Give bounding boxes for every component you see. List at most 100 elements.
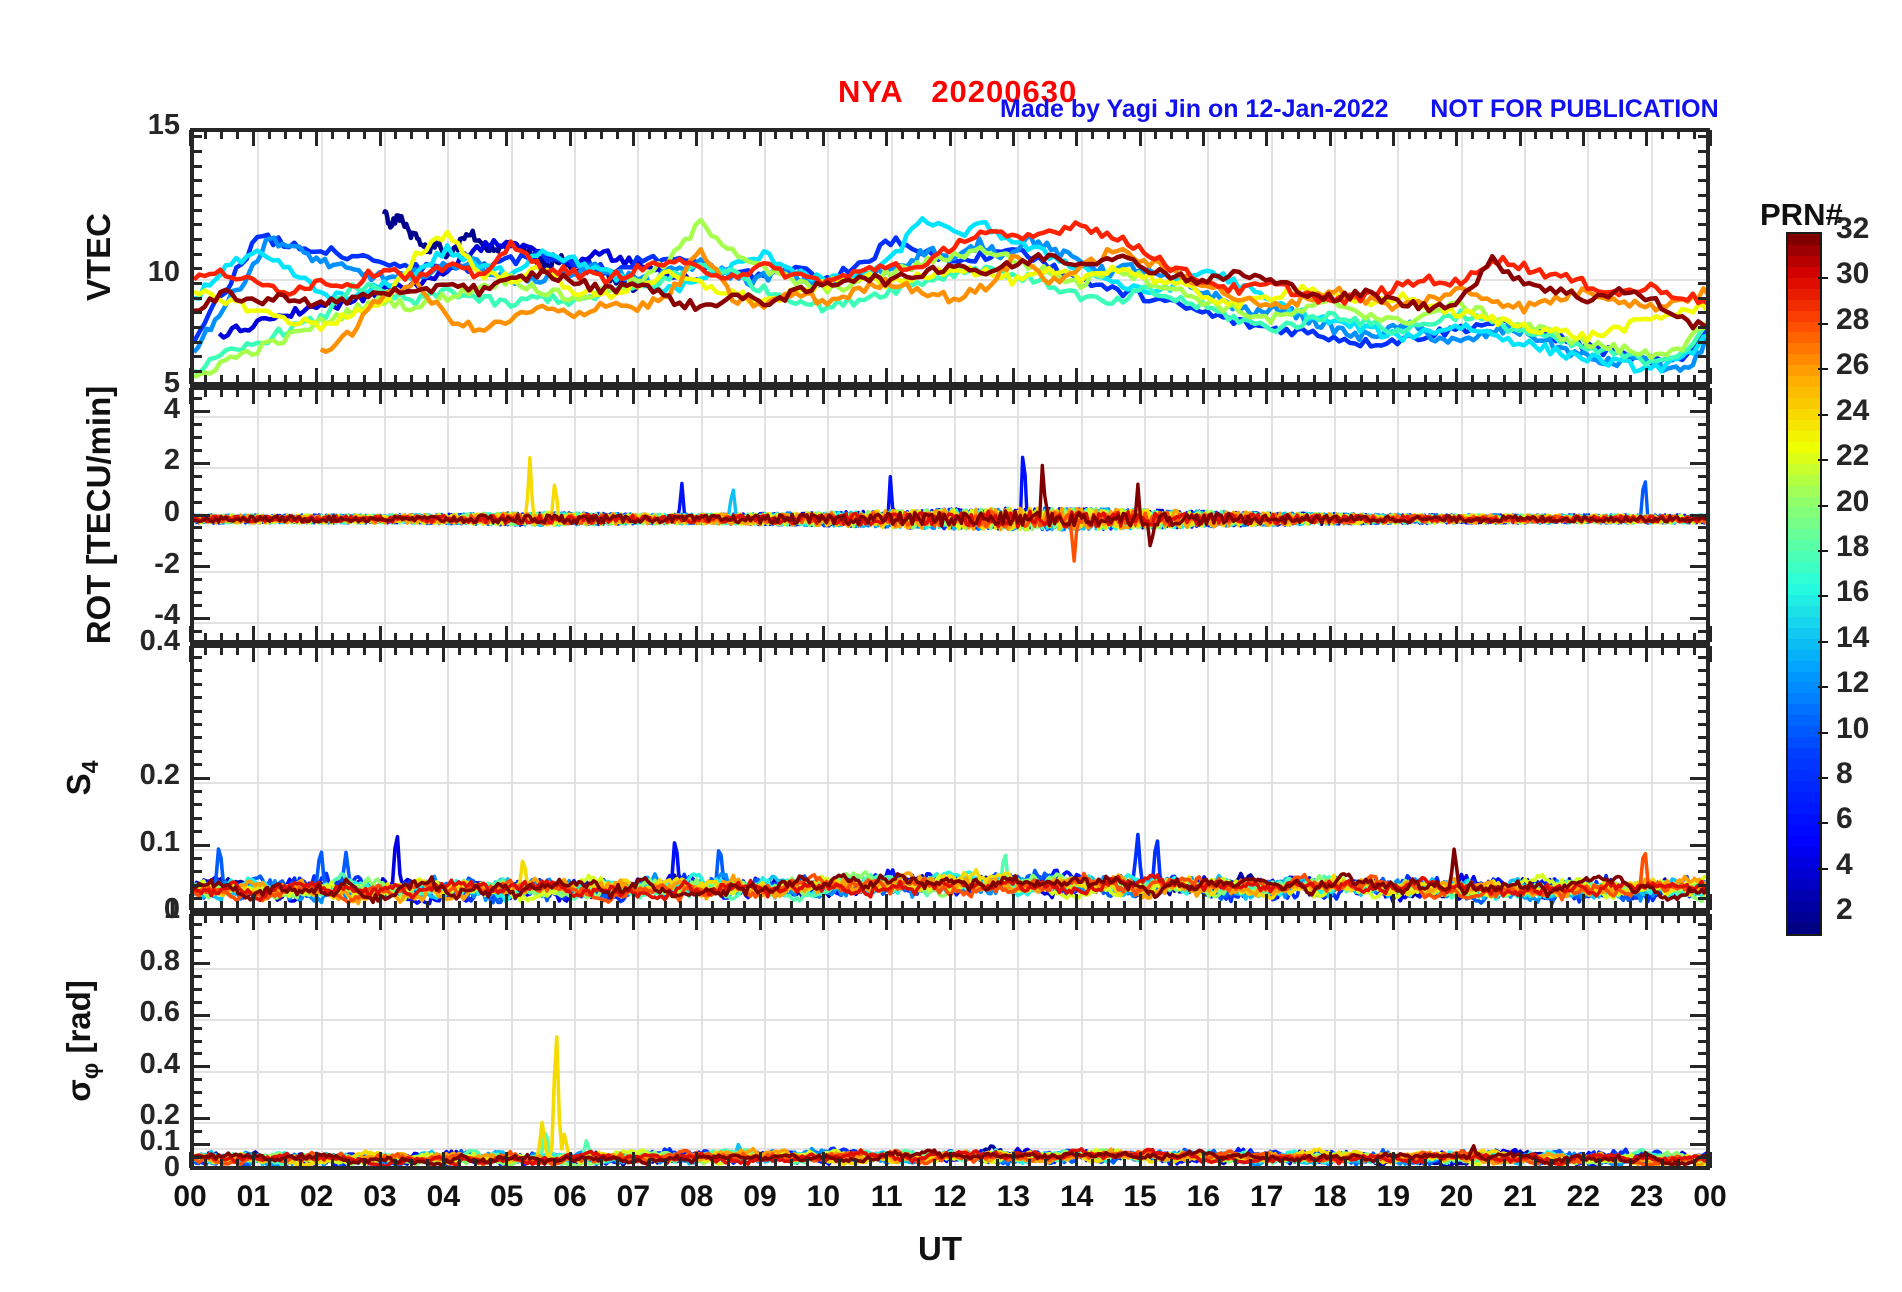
xtick-minor: [1407, 914, 1411, 923]
xtick-minor: [1597, 901, 1601, 910]
xtick-major: [948, 1152, 952, 1168]
xtick-minor: [742, 130, 746, 139]
ytick-minor: [192, 987, 202, 991]
ytick-minor: [1698, 1078, 1708, 1082]
xtick-minor: [663, 375, 667, 384]
xtick-minor: [901, 388, 904, 397]
xtick-minor: [1692, 646, 1696, 655]
gridline-vertical: [827, 132, 830, 382]
gridline-vertical: [1397, 648, 1400, 908]
xtick-minor: [1186, 130, 1189, 139]
xtick-minor: [584, 646, 588, 655]
xtick-minor: [457, 646, 461, 655]
xtick-minor: [1486, 375, 1490, 384]
xtick-minor: [1249, 646, 1253, 655]
xtick-major: [1708, 626, 1712, 642]
xtick-major: [1518, 646, 1522, 662]
xtick-minor: [283, 388, 287, 397]
xtick-minor: [457, 130, 461, 139]
x-tick-label: 17: [1249, 1180, 1284, 1213]
xtick-minor: [663, 130, 667, 139]
xtick-minor: [394, 901, 398, 910]
gridline-vertical: [890, 648, 893, 908]
ytick-minor: [1698, 436, 1708, 440]
xtick-major: [1708, 130, 1712, 146]
ytick-major: [192, 1065, 210, 1069]
xtick-minor: [980, 375, 984, 384]
xtick-minor: [853, 633, 857, 642]
xtick-minor: [521, 130, 524, 139]
xtick-minor: [600, 914, 604, 923]
colorbar-tick-label: 12: [1836, 666, 1870, 700]
xtick-minor: [457, 914, 461, 923]
xtick-major: [315, 646, 319, 662]
xtick-minor: [394, 646, 398, 655]
xtick-major: [315, 894, 319, 910]
vtec-trace-prn-20: [194, 229, 1706, 344]
xtick-minor: [1676, 646, 1680, 655]
xtick-minor: [916, 646, 920, 655]
xtick-minor: [299, 901, 303, 910]
panel4-trace-prn-24: [194, 1035, 1706, 1166]
ytick-minor: [1698, 340, 1708, 344]
xtick-minor: [806, 646, 809, 655]
xtick-minor: [1312, 388, 1316, 397]
y-tick-label: 0.4: [139, 625, 180, 657]
colorbar-segment: [1788, 789, 1820, 803]
xtick-minor: [521, 1159, 524, 1168]
xtick-minor: [1312, 375, 1316, 384]
ytick-minor: [192, 696, 202, 700]
colorbar-segment: [1788, 581, 1820, 595]
x-tick-label: 10: [806, 1180, 841, 1213]
xtick-major: [1075, 626, 1079, 642]
xtick-major: [1011, 914, 1015, 930]
gridline-vertical: [700, 916, 703, 1166]
xtick-major: [758, 1152, 762, 1168]
ytick-minor: [192, 816, 202, 820]
xtick-major: [1391, 1152, 1395, 1168]
xtick-minor: [521, 901, 524, 910]
y-tick-label: 10: [147, 255, 180, 288]
xtick-minor: [410, 901, 414, 910]
xtick-minor: [837, 914, 841, 923]
xtick-minor: [331, 375, 334, 384]
xtick-minor: [1566, 375, 1569, 384]
xtick-minor: [980, 901, 984, 910]
xtick-minor: [1629, 130, 1633, 139]
xtick-major: [251, 1152, 255, 1168]
xtick-major: [1075, 894, 1079, 910]
xtick-major: [378, 646, 382, 662]
x-tick-label: 04: [426, 1180, 461, 1213]
xtick-minor: [726, 130, 730, 139]
ytick-minor: [1698, 1039, 1708, 1043]
xtick-minor: [204, 388, 208, 397]
colorbar-tick: [1818, 867, 1828, 870]
gridline-vertical: [1334, 132, 1336, 382]
xtick-minor: [964, 375, 968, 384]
xtick-minor: [1407, 375, 1411, 384]
xtick-minor: [1566, 1159, 1569, 1168]
ytick-minor: [1698, 487, 1708, 491]
xtick-major: [505, 646, 509, 662]
xtick-minor: [869, 130, 873, 139]
ytick-minor: [192, 193, 202, 197]
ytick-minor: [1698, 267, 1708, 271]
xtick-minor: [1106, 646, 1110, 655]
xtick-minor: [663, 1159, 667, 1168]
colorbar-segment: [1788, 821, 1820, 836]
xtick-minor: [869, 914, 873, 923]
y-tick-label: -2: [154, 547, 180, 580]
xtick-minor: [711, 901, 714, 910]
xtick-minor: [790, 633, 794, 642]
ytick-major: [1690, 616, 1708, 620]
panel-plot-area: [194, 648, 1706, 908]
xtick-major: [251, 646, 255, 662]
xtick-minor: [726, 388, 730, 397]
ytick-minor: [192, 669, 202, 673]
xtick-minor: [1217, 130, 1221, 139]
xtick-minor: [600, 388, 604, 397]
xtick-minor: [1059, 1159, 1063, 1168]
plot-title-station-date: NYA 20200630: [838, 74, 1078, 109]
xtick-minor: [410, 388, 414, 397]
gridline-vertical: [1650, 648, 1653, 908]
